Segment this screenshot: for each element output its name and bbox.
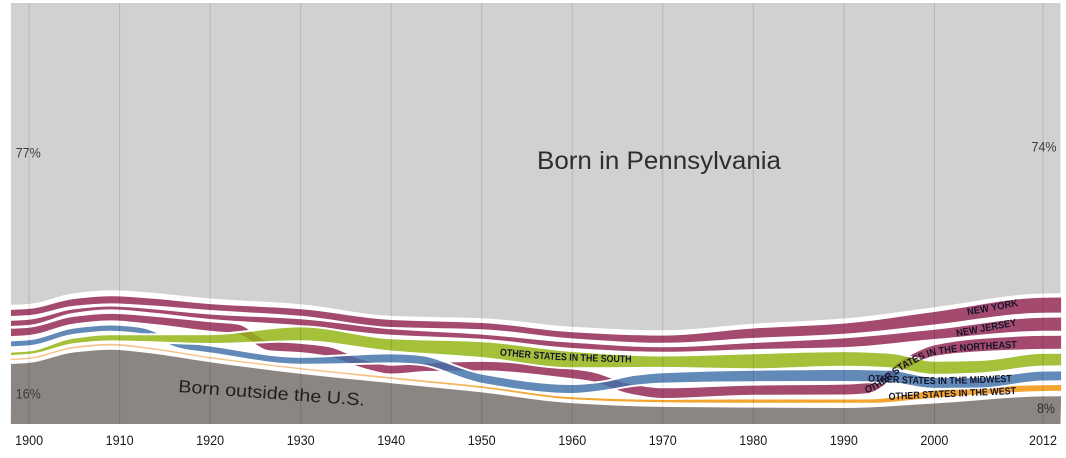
svg-text:77%: 77%	[16, 145, 41, 161]
svg-text:8%: 8%	[1037, 400, 1055, 416]
svg-text:1910: 1910	[106, 433, 134, 448]
svg-text:1930: 1930	[287, 433, 315, 448]
svg-text:2012: 2012	[1029, 433, 1057, 448]
svg-text:1920: 1920	[196, 433, 224, 448]
svg-text:1900: 1900	[15, 433, 43, 448]
svg-text:74%: 74%	[1032, 139, 1057, 155]
svg-text:Born in Pennsylvania: Born in Pennsylvania	[537, 147, 781, 175]
svg-text:OTHER STATES IN THE MIDWEST: OTHER STATES IN THE MIDWEST	[868, 374, 1012, 387]
svg-text:1990: 1990	[830, 433, 858, 448]
svg-text:1960: 1960	[558, 433, 586, 448]
svg-text:2000: 2000	[920, 433, 948, 448]
svg-text:1950: 1950	[468, 433, 496, 448]
svg-text:16%: 16%	[16, 386, 41, 402]
svg-text:1940: 1940	[377, 433, 405, 448]
svg-text:1970: 1970	[649, 433, 677, 448]
svg-text:1980: 1980	[739, 433, 767, 448]
